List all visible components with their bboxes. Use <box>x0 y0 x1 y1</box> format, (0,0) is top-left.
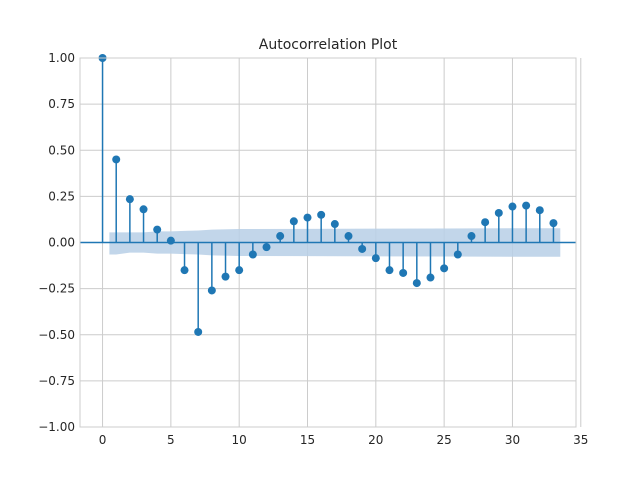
y-tick-label: 1.00 <box>48 51 75 65</box>
acf-point <box>371 254 380 263</box>
acf-point <box>221 272 230 281</box>
y-tick-label: 0.50 <box>48 143 75 157</box>
acf-point <box>194 327 203 336</box>
chart-title: Autocorrelation Plot <box>259 37 398 53</box>
acf-point <box>262 243 271 252</box>
acf-point <box>385 266 394 275</box>
acf-point <box>289 217 298 226</box>
axes-frame <box>79 57 577 428</box>
acf-point <box>166 236 175 245</box>
x-tick-label: 25 <box>437 433 452 447</box>
x-tick-label: 15 <box>300 433 315 447</box>
plot-area: 0 5 10 15 20 25 30 35 −1.00 −0.75 −0.50 −0.25 0.00 0.… <box>38 51 588 447</box>
acf-point <box>549 219 558 228</box>
acf-point <box>303 213 312 222</box>
y-tick-label: −0.50 <box>38 328 75 342</box>
acf-point <box>412 279 421 288</box>
acf-point <box>481 218 490 227</box>
acf-point <box>180 266 189 275</box>
acf-point <box>467 232 476 241</box>
acf-point <box>440 264 449 273</box>
acf-point <box>508 202 517 211</box>
y-tick-label: 0.75 <box>48 97 75 111</box>
x-tick-label: 30 <box>505 433 520 447</box>
acf-point <box>453 250 462 259</box>
y-tick-label: −1.00 <box>38 420 75 434</box>
acf-point <box>535 206 544 215</box>
y-tick-label: 0.25 <box>48 189 75 203</box>
acf-point <box>330 220 339 229</box>
acf-point <box>125 195 134 204</box>
x-tick-label: 0 <box>99 433 107 447</box>
y-tick-label: −0.75 <box>38 374 75 388</box>
x-tick-label: 35 <box>573 433 588 447</box>
x-tick-label: 10 <box>232 433 247 447</box>
acf-point <box>358 244 367 253</box>
acf-point <box>317 210 326 219</box>
acf-point <box>207 286 216 295</box>
acf-point <box>276 232 285 241</box>
acf-point <box>426 273 435 282</box>
acf-point <box>112 155 121 164</box>
acf-point <box>494 208 503 217</box>
x-tick-label: 20 <box>368 433 383 447</box>
x-tick-label: 5 <box>167 433 175 447</box>
acf-point <box>139 205 148 214</box>
acf-point <box>522 201 531 210</box>
acf-point <box>153 225 162 234</box>
y-tick-label: −0.25 <box>38 282 75 296</box>
acf-point <box>344 232 353 241</box>
acf-point <box>399 268 408 277</box>
acf-point <box>235 266 244 275</box>
y-tick-label: 0.00 <box>48 236 75 250</box>
acf-point <box>248 250 257 259</box>
